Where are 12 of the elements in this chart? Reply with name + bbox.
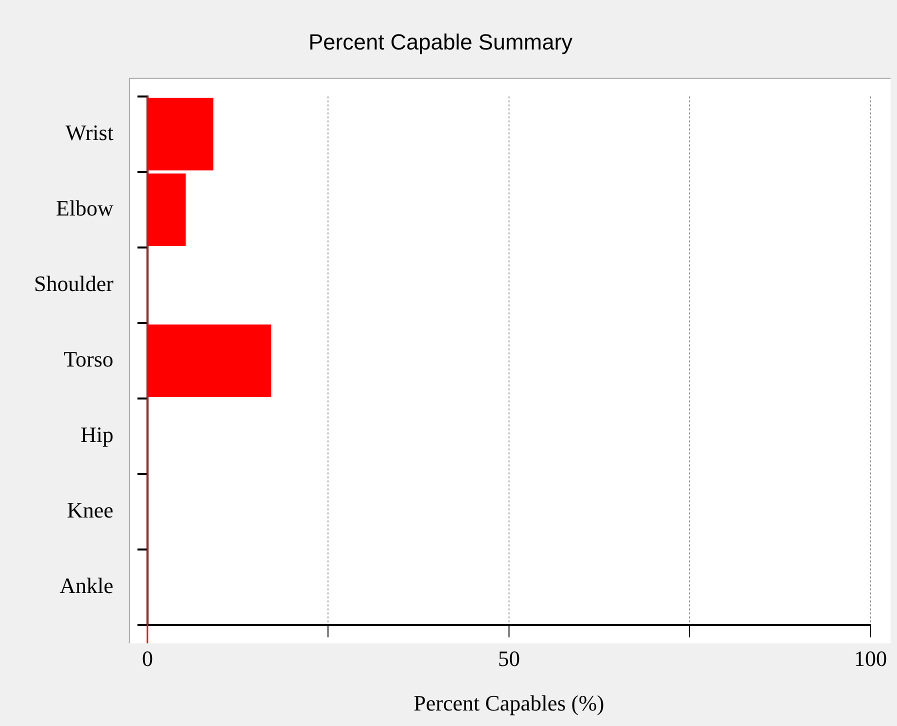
y-tick-label: Wrist (65, 120, 114, 145)
y-tick-label: Elbow (56, 195, 114, 220)
x-tick-label: 50 (498, 646, 520, 672)
chart-title: Percent Capable Summary (308, 29, 573, 54)
x-tick-label: 100 (854, 646, 887, 672)
x-tick-label: 0 (142, 646, 153, 672)
y-tick-label: Torso (64, 346, 114, 372)
y-tick-label: Knee (67, 498, 114, 523)
y-tick-label: Ankle (60, 573, 114, 598)
y-tick-label: Hip (80, 422, 114, 448)
y-tick-label: Shoulder (34, 271, 114, 296)
x-axis-title: Percent Capables (%) (414, 690, 604, 716)
